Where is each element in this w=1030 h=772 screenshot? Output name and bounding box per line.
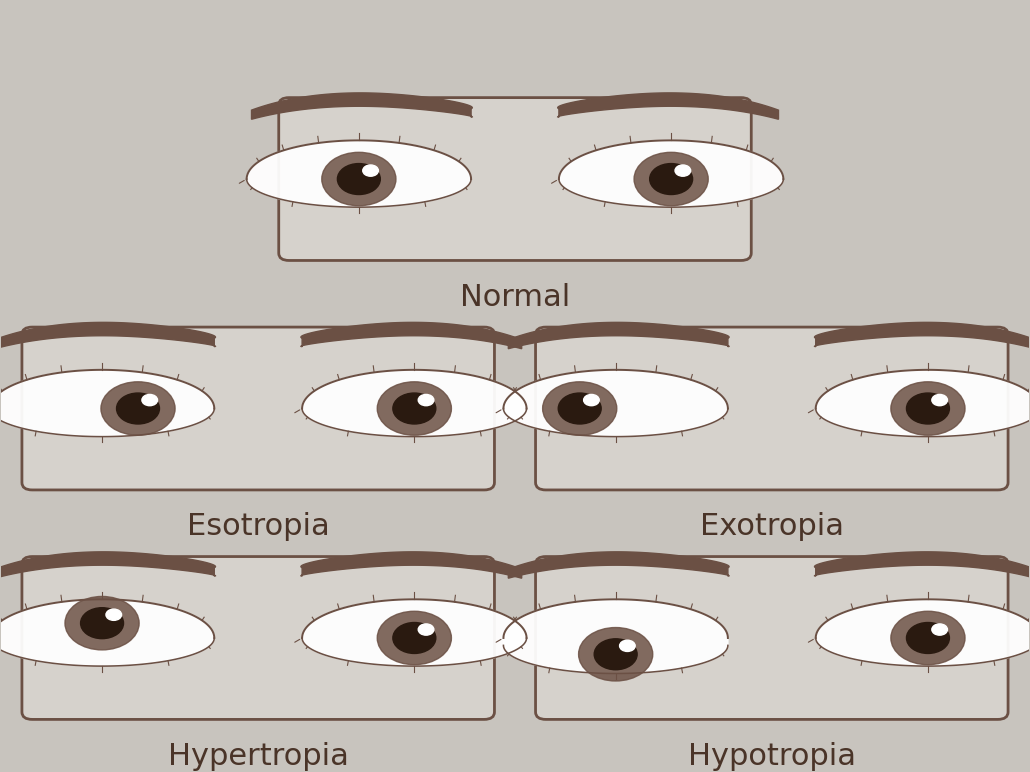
- Text: Exotropia: Exotropia: [699, 512, 844, 541]
- Polygon shape: [504, 599, 728, 673]
- Circle shape: [891, 611, 965, 665]
- Polygon shape: [302, 599, 526, 666]
- Circle shape: [106, 609, 122, 621]
- Polygon shape: [815, 552, 1030, 578]
- Circle shape: [634, 152, 709, 206]
- Circle shape: [321, 152, 396, 206]
- Text: Hypotropia: Hypotropia: [688, 742, 856, 770]
- Circle shape: [418, 394, 434, 406]
- Circle shape: [101, 382, 175, 435]
- Polygon shape: [816, 599, 1030, 666]
- Circle shape: [392, 393, 436, 424]
- Circle shape: [363, 165, 378, 176]
- Circle shape: [80, 608, 124, 638]
- Circle shape: [418, 624, 434, 635]
- FancyBboxPatch shape: [279, 97, 751, 260]
- Circle shape: [338, 164, 380, 195]
- Circle shape: [620, 640, 636, 652]
- Polygon shape: [816, 370, 1030, 437]
- Text: Normal: Normal: [459, 283, 571, 312]
- Polygon shape: [559, 141, 784, 207]
- FancyBboxPatch shape: [536, 327, 1008, 490]
- Polygon shape: [0, 599, 214, 666]
- Polygon shape: [302, 370, 526, 437]
- Polygon shape: [301, 552, 521, 578]
- Polygon shape: [557, 93, 779, 119]
- Circle shape: [584, 394, 599, 406]
- Polygon shape: [509, 552, 729, 578]
- Polygon shape: [0, 323, 215, 349]
- Circle shape: [543, 382, 617, 435]
- Circle shape: [558, 393, 602, 424]
- Circle shape: [891, 382, 965, 435]
- Circle shape: [142, 394, 158, 406]
- Polygon shape: [504, 370, 728, 437]
- Polygon shape: [0, 552, 215, 578]
- Polygon shape: [246, 141, 471, 207]
- Polygon shape: [0, 370, 214, 437]
- Circle shape: [579, 628, 653, 681]
- Circle shape: [377, 611, 451, 665]
- Polygon shape: [815, 323, 1030, 349]
- Polygon shape: [251, 93, 473, 119]
- Circle shape: [675, 165, 691, 176]
- Circle shape: [906, 393, 950, 424]
- Circle shape: [906, 622, 950, 653]
- Circle shape: [932, 394, 948, 406]
- FancyBboxPatch shape: [536, 557, 1008, 720]
- Circle shape: [650, 164, 692, 195]
- FancyBboxPatch shape: [22, 327, 494, 490]
- FancyBboxPatch shape: [22, 557, 494, 720]
- Circle shape: [392, 622, 436, 653]
- Polygon shape: [301, 323, 521, 349]
- Polygon shape: [509, 323, 729, 349]
- Circle shape: [932, 624, 948, 635]
- Circle shape: [377, 382, 451, 435]
- Text: Esotropia: Esotropia: [186, 512, 330, 541]
- Circle shape: [65, 597, 139, 650]
- Circle shape: [594, 638, 638, 670]
- Circle shape: [116, 393, 160, 424]
- Text: Hypertropia: Hypertropia: [168, 742, 348, 770]
